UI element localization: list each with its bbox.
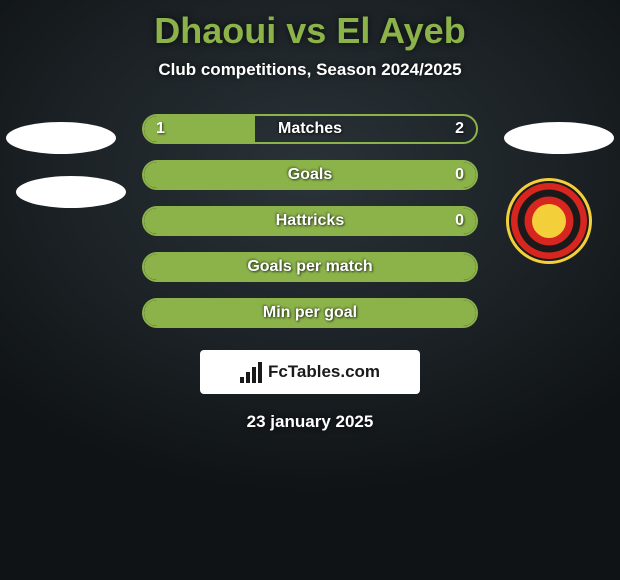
stat-label: Goals per match [144,258,476,276]
stat-bars: 12Matches 0Goals 0Hattricks Goals per match… [142,114,478,328]
page-title: Dhaoui vs El Ayeb [0,0,620,52]
side-oval-2 [504,122,614,154]
side-oval-0 [6,122,116,154]
stat-bar: Goals per match [142,252,478,282]
date-line: 23 january 2025 [0,412,620,432]
stat-bar: 0Goals [142,160,478,190]
team-badge [506,178,592,264]
stat-bar: 12Matches [142,114,478,144]
brand-bars-icon [240,361,262,383]
stat-bar: 0Hattricks [142,206,478,236]
brand-text: FcTables.com [268,362,380,382]
subtitle: Club competitions, Season 2024/2025 [0,60,620,80]
badge-inner [532,204,566,238]
content-root: Dhaoui vs El Ayeb Club competitions, Sea… [0,0,620,580]
stat-label: Matches [144,120,476,138]
brand-box[interactable]: FcTables.com [200,350,420,394]
stat-label: Min per goal [144,304,476,322]
stat-bar: Min per goal [142,298,478,328]
stat-label: Hattricks [144,212,476,230]
stat-label: Goals [144,166,476,184]
badge-ring [511,183,587,259]
side-oval-1 [16,176,126,208]
